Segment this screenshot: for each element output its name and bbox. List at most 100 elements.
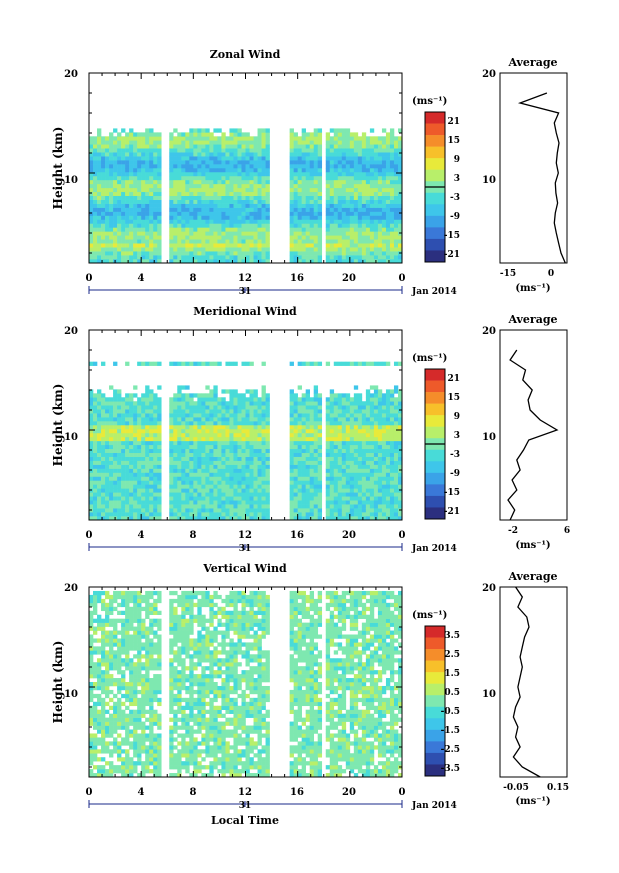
- heatmap-cell: [93, 219, 98, 224]
- heatmap-cell: [297, 401, 302, 406]
- heatmap-cell: [213, 448, 218, 454]
- heatmap-cell: [101, 512, 106, 517]
- heatmap-cell: [181, 508, 186, 513]
- heatmap-cell: [297, 508, 302, 513]
- heatmap-cell: [109, 468, 114, 473]
- heatmap-cell: [229, 156, 234, 161]
- heatmap-cell: [129, 195, 134, 200]
- heatmap-cell: [193, 413, 198, 418]
- heatmap-cell: [289, 156, 294, 161]
- heatmap-cell: [89, 594, 94, 600]
- heatmap-cell: [233, 211, 238, 216]
- heatmap-cell: [377, 436, 383, 442]
- heatmap-cell: [129, 136, 134, 141]
- heatmap-cell: [133, 500, 138, 505]
- heatmap-cell: [229, 496, 234, 501]
- heatmap-cell: [237, 183, 242, 189]
- heatmap-cell: [213, 468, 218, 473]
- heatmap-cell: [181, 199, 186, 204]
- heatmap-cell: [233, 393, 238, 398]
- heatmap-cell: [141, 211, 146, 216]
- heatmap-cell: [133, 211, 138, 216]
- heatmap-cell: [133, 187, 138, 193]
- colorbar-swatch: [425, 112, 445, 124]
- heatmap-cell: [313, 460, 319, 465]
- heatmap-cell: [125, 156, 130, 161]
- heatmap-cell: [249, 211, 254, 216]
- heatmap-cell: [313, 243, 319, 248]
- heatmap-cell: [189, 187, 194, 193]
- heatmap-cell: [117, 215, 122, 220]
- heatmap-cell: [385, 397, 391, 402]
- heatmap-cell: [361, 152, 367, 157]
- heatmap-cell: [293, 409, 298, 414]
- heatmap-cell: [197, 472, 202, 477]
- heatmap-cell: [361, 255, 367, 260]
- heatmap-cell: [213, 243, 218, 248]
- heatmap-cell: [357, 484, 363, 489]
- heatmap-cell: [217, 425, 222, 430]
- heatmap-cell: [241, 255, 246, 260]
- heatmap-cell: [241, 484, 246, 489]
- heatmap-cell: [97, 773, 102, 777]
- heatmap-cell: [237, 488, 242, 493]
- heatmap-cell: [241, 235, 246, 240]
- heatmap-cell: [373, 191, 379, 197]
- heatmap-cell: [125, 171, 130, 177]
- heatmap-cell: [149, 243, 154, 248]
- heatmap-cell: [185, 199, 190, 204]
- heatmap-cell: [293, 207, 298, 212]
- heatmap-cell: [369, 168, 375, 173]
- heatmap-cell: [349, 195, 355, 200]
- heatmap-cell: [89, 183, 94, 189]
- heatmap-cell: [365, 440, 371, 446]
- heatmap-cell: [225, 444, 230, 450]
- heatmap-cell: [89, 685, 94, 691]
- heatmap-cell: [153, 191, 158, 197]
- heatmap-cell: [393, 444, 399, 450]
- heatmap-cell: [233, 227, 238, 232]
- heatmap-cell: [113, 361, 118, 366]
- heatmap-cell: [193, 235, 198, 240]
- heatmap-cell: [149, 235, 154, 240]
- heatmap-cell: [237, 484, 242, 489]
- heatmap-cell: [105, 448, 110, 454]
- heatmap-cell: [221, 183, 226, 189]
- heatmap-cell: [309, 140, 315, 145]
- heatmap-cell: [261, 444, 266, 450]
- heatmap-cell: [365, 156, 371, 161]
- heatmap-cell: [89, 425, 94, 430]
- x-tick-label: 12: [238, 273, 252, 284]
- heatmap-cell: [145, 512, 150, 517]
- heatmap-cell: [189, 361, 194, 366]
- x-tick-label: 4: [138, 273, 145, 284]
- heatmap-cell: [213, 460, 218, 465]
- heatmap-cell: [193, 183, 198, 189]
- heatmap-cell: [153, 164, 158, 169]
- heatmap-cell: [341, 456, 347, 461]
- heatmap-cell: [193, 211, 198, 216]
- heatmap-cell: [229, 405, 234, 410]
- heatmap-cell: [325, 456, 331, 461]
- heatmap-cell: [125, 148, 130, 153]
- heatmap-cell: [117, 164, 122, 169]
- heatmap-cell: [173, 235, 178, 240]
- heatmap-cell: [125, 183, 130, 189]
- heatmap-cell: [389, 488, 395, 493]
- heatmap-cell: [153, 401, 158, 406]
- heatmap-cell: [209, 195, 214, 200]
- heatmap-cell: [333, 409, 339, 414]
- heatmap-cell: [261, 361, 266, 366]
- colorbar-tick-label: 3: [454, 174, 460, 184]
- heatmap-cell: [349, 500, 355, 505]
- heatmap-cell: [329, 199, 335, 204]
- heatmap-cell: [217, 401, 222, 406]
- heatmap-cell: [145, 203, 150, 208]
- heatmap-cell: [337, 504, 343, 509]
- heatmap-cell: [177, 464, 182, 469]
- heatmap-cell: [93, 749, 98, 754]
- heatmap-cell: [89, 152, 94, 157]
- heatmap-cell: [137, 428, 142, 434]
- heatmap-cell: [261, 456, 266, 461]
- heatmap-cell: [249, 207, 254, 212]
